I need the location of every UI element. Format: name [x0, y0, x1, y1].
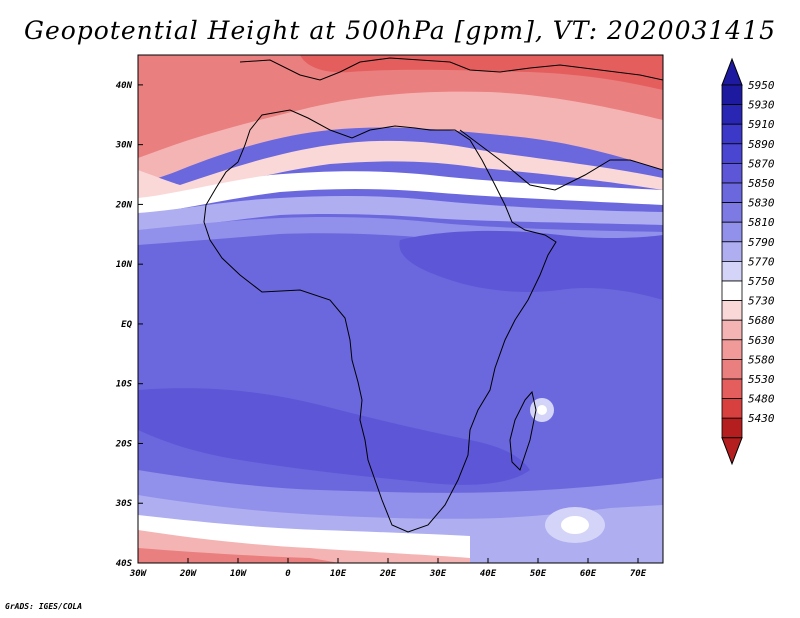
colorbar-label: 5830 — [748, 197, 775, 210]
colorbar-swatch — [722, 85, 742, 105]
lat-tick-label: 10N — [116, 260, 133, 270]
colorbar-swatch — [722, 203, 742, 223]
colorbar-swatch — [722, 261, 742, 281]
colorbar-swatch — [722, 320, 742, 340]
colorbar-label: 5580 — [748, 353, 775, 366]
colorbar-swatch — [722, 340, 742, 360]
colorbar-bottom-arrow — [722, 438, 742, 464]
colorbar-swatch — [722, 301, 742, 321]
colorbar-label: 5430 — [748, 412, 775, 425]
colorbar-swatch — [722, 105, 742, 125]
lon-tick-label: 30E — [429, 569, 447, 579]
colorbar-label: 5790 — [748, 236, 775, 249]
colorbar-top-arrow — [722, 59, 742, 85]
lat-tick-label: 30S — [115, 499, 133, 509]
colorbar-swatch — [722, 418, 742, 438]
lon-tick-label: 0 — [285, 569, 291, 579]
colorbar-swatch — [722, 144, 742, 164]
colorbar-swatch — [722, 242, 742, 262]
lat-tick-label: 20S — [115, 439, 133, 449]
colorbar-label: 5810 — [748, 216, 775, 229]
lon-tick-label: 50E — [530, 569, 547, 579]
colorbar-label: 5630 — [748, 334, 775, 347]
lon-tick-label: 20E — [379, 569, 397, 579]
colorbar-label: 5890 — [748, 138, 775, 151]
colorbar-label: 5930 — [748, 99, 775, 112]
lon-tick-label: 30W — [129, 569, 148, 579]
colorbar-label: 5950 — [748, 79, 775, 92]
colorbar-label: 5750 — [748, 275, 775, 288]
colorbar-swatch — [722, 222, 742, 242]
lat-tick-label: 20N — [115, 200, 133, 210]
colorbar-label: 5910 — [748, 118, 775, 131]
height-field — [138, 55, 663, 563]
colorbar-swatch — [722, 163, 742, 183]
colorbar-label: 5770 — [748, 255, 775, 268]
colorbar-swatch — [722, 281, 742, 301]
lat-tick-label: 10S — [116, 380, 133, 390]
colorbar-swatch — [722, 379, 742, 399]
colorbar-swatch — [722, 399, 742, 419]
lon-tick-label: 10W — [230, 569, 248, 579]
colorbar-label: 5480 — [748, 393, 775, 406]
colorbar-swatch — [722, 183, 742, 203]
colorbar-label: 5730 — [748, 295, 775, 308]
lon-tick-label: 20W — [179, 569, 198, 579]
lon-tick-label: 40E — [480, 569, 497, 579]
colorbar-label: 5680 — [748, 314, 775, 327]
lon-tick-label: 60E — [580, 569, 597, 579]
colorbar-label: 5870 — [748, 157, 775, 170]
credit-label: GrADS: IGES/COLA — [5, 602, 82, 611]
colorbar-swatch — [722, 359, 742, 379]
colorbar-label: 5530 — [748, 373, 775, 386]
lat-tick-label: 40S — [116, 559, 133, 569]
colorbar-label: 5850 — [748, 177, 775, 190]
lat-tick-label: 40N — [116, 81, 133, 91]
lon-tick-label: 10E — [330, 569, 347, 579]
lon-tick-label: 70E — [630, 569, 647, 579]
lat-tick-label: 30N — [115, 141, 133, 151]
lat-tick-label: EQ — [121, 320, 132, 330]
colorbar-swatch — [722, 124, 742, 144]
colorbar: 5950 5930 5910 5890 5870 5850 5830 5810 5790 5770… — [722, 59, 775, 464]
